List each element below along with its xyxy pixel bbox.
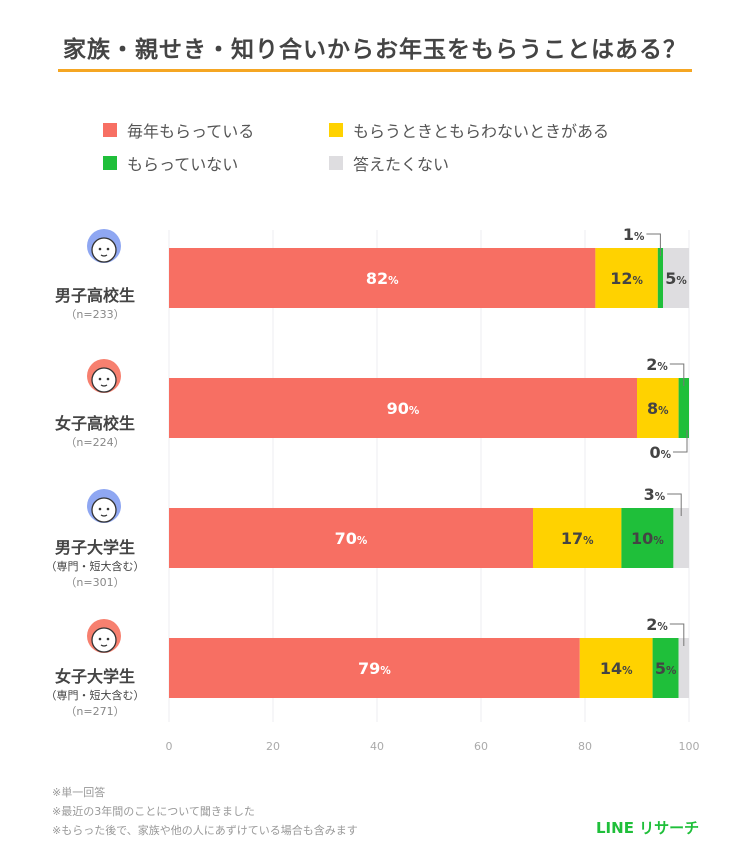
- bar-segment: [595, 248, 658, 308]
- bar-segment: [579, 638, 653, 698]
- x-tick-label: 20: [266, 740, 280, 753]
- bar-segment: [673, 508, 689, 568]
- avatar-face-icon: [91, 497, 117, 523]
- legend-item-1: もらうときともらわないときがある: [329, 118, 609, 142]
- x-tick-label: 40: [370, 740, 384, 753]
- bar-segment: [169, 508, 533, 568]
- note-0: ※単一回答: [52, 786, 106, 799]
- data-label: 2%: [646, 355, 668, 374]
- bar-segment: [637, 378, 679, 438]
- avatar-face-icon: [91, 367, 117, 393]
- bar-segment: [663, 248, 689, 308]
- avatar-eye-icon: [106, 247, 110, 251]
- title-underline: [58, 69, 692, 72]
- legend-item-3: 答えたくない: [329, 151, 449, 175]
- row-label-0: 男子高校生 （n=233）: [54, 286, 135, 321]
- x-tick-label: 80: [578, 740, 592, 753]
- avatar-eye-icon: [106, 507, 110, 511]
- note-1: ※最近の3年間のことについて聞きました: [52, 805, 255, 818]
- avatar-mouth-icon: [100, 254, 108, 257]
- data-label: 3%: [644, 485, 666, 504]
- data-label: 2%: [646, 615, 668, 634]
- bar-segment: [169, 638, 580, 698]
- leader-line: [646, 233, 661, 256]
- chart-title: 家族・親せき・知り合いからお年玉をもらうことはある？: [63, 37, 687, 63]
- x-tick-label: 100: [679, 740, 700, 753]
- avatar-eye-icon: [106, 637, 110, 641]
- bar-segment: [657, 248, 663, 308]
- legend-item-2: もらっていない: [103, 151, 238, 175]
- avatar-mouth-icon: [100, 384, 108, 387]
- legend-item-0: 毎年もらっている: [103, 118, 254, 142]
- line-research-logo: LINE リサーチ: [596, 819, 700, 837]
- x-tick-label: 60: [474, 740, 488, 753]
- avatar-mouth-icon: [100, 644, 108, 647]
- row-label-2: 男子大学生 （専門・短大含む） （n=301）: [45, 538, 145, 589]
- bar-segment: [169, 378, 637, 438]
- avatar-eye-icon: [98, 637, 102, 641]
- bar-segment: [652, 638, 679, 698]
- row-label-1: 女子高校生 （n=224）: [54, 414, 135, 449]
- data-label: 1%: [623, 225, 645, 244]
- avatar-eye-icon: [98, 377, 102, 381]
- leader-line: [669, 363, 685, 386]
- data-label: 0%: [649, 443, 671, 462]
- avatar-eye-icon: [98, 247, 102, 251]
- bar-segment: [678, 378, 689, 438]
- leader-line: [673, 430, 688, 453]
- bar-segment: [678, 638, 689, 698]
- avatar-eye-icon: [98, 507, 102, 511]
- leader-line: [667, 493, 682, 516]
- note-2: ※もらった後で、家族や他の人にあずけている場合も含みます: [52, 824, 358, 837]
- bar-segment: [621, 508, 674, 568]
- bar-segment: [169, 248, 596, 308]
- leader-line: [669, 623, 685, 646]
- avatar-mouth-icon: [100, 514, 108, 517]
- x-tick-label: 0: [166, 740, 173, 753]
- avatar-face-icon: [91, 237, 117, 263]
- avatar-eye-icon: [106, 377, 110, 381]
- avatar-face-icon: [91, 627, 117, 653]
- bar-segment: [533, 508, 622, 568]
- row-label-3: 女子大学生 （専門・短大含む） （n=271）: [45, 667, 145, 718]
